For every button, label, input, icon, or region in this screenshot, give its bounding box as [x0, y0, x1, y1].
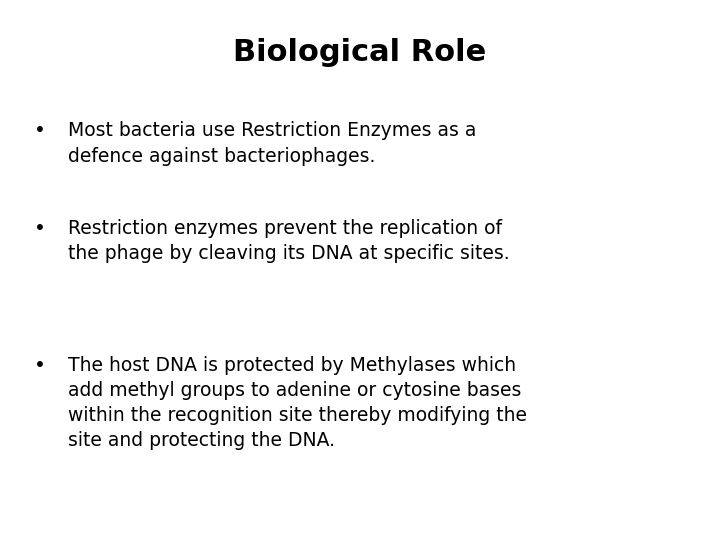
Text: Biological Role: Biological Role — [233, 38, 487, 67]
Text: •: • — [34, 219, 45, 238]
Text: The host DNA is protected by Methylases which
add methyl groups to adenine or cy: The host DNA is protected by Methylases … — [68, 356, 527, 450]
Text: Restriction enzymes prevent the replication of
the phage by cleaving its DNA at : Restriction enzymes prevent the replicat… — [68, 219, 510, 262]
Text: •: • — [34, 122, 45, 140]
Text: Most bacteria use Restriction Enzymes as a
defence against bacteriophages.: Most bacteria use Restriction Enzymes as… — [68, 122, 477, 165]
Text: •: • — [34, 356, 45, 375]
